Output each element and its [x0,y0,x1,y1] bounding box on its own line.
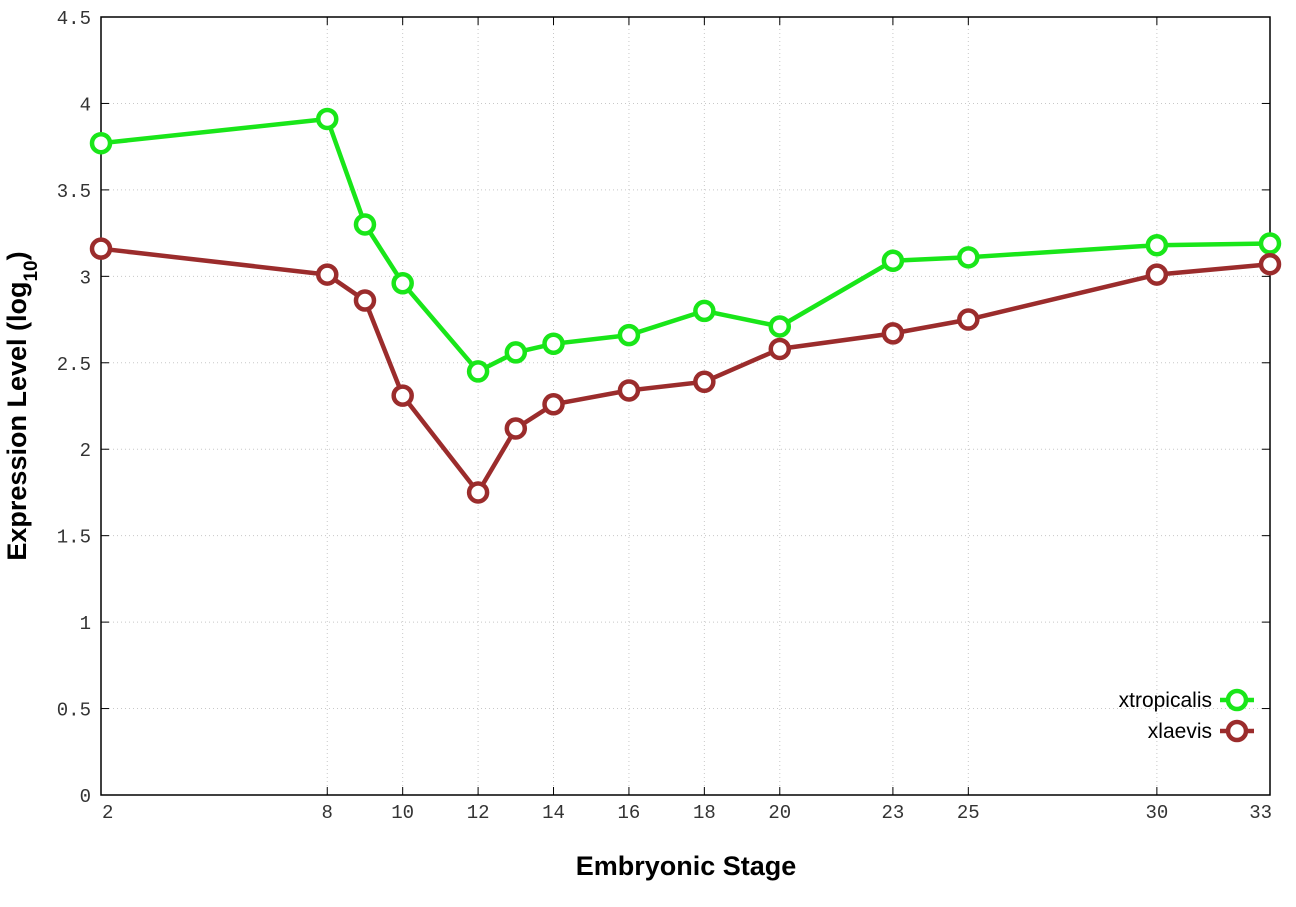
data-point-xtropicalis [391,271,414,295]
y-tick-label: 2.5 [57,354,91,376]
data-point-xtropicalis [316,107,339,131]
y-axis-title-close: ) [2,251,32,260]
x-tick-label: 18 [693,802,716,824]
legend-label-xlaevis: xlaevis [1148,720,1212,743]
plot-frame [100,16,1271,796]
data-point-xlaevis [316,263,339,286]
y-tick-label: 3 [80,267,91,289]
x-tick-label: 25 [957,802,980,824]
x-tick-label: 2 [102,802,113,824]
data-point-xlaevis [353,289,377,312]
data-point-xtropicalis [768,315,792,338]
data-point-xlaevis [1145,263,1169,286]
data-point-xlaevis [1258,252,1282,276]
y-axis-title-main: Expression Level (log [2,282,32,561]
data-point-xtropicalis [617,323,641,347]
data-point-xlaevis [957,308,980,331]
y-tick-label: 4 [80,94,91,116]
data-point-xtropicalis [542,332,565,356]
data-point-xtropicalis [89,131,113,155]
legend: xtropicalis xlaevis [1119,688,1254,743]
data-point-xtropicalis [693,299,716,323]
y-tick-label: 0.5 [57,700,91,722]
series-xtropicalis [89,107,1282,383]
data-point-xlaevis [89,237,113,260]
y-tick-label: 0 [80,786,91,808]
y-tick-label: 4.5 [57,8,91,30]
x-tick-label: 16 [618,802,641,824]
x-tick-label: 33 [1249,802,1272,824]
data-point-xlaevis [617,379,641,402]
x-tick-label: 12 [467,802,490,824]
data-point-xtropicalis [881,249,905,273]
y-axis-title: Expression Level (log10) [2,251,42,560]
series-line-xtropicalis [100,116,1271,374]
y-tick-label: 1.5 [57,527,91,549]
data-point-xtropicalis [504,341,528,364]
series-xlaevis [89,237,1282,504]
y-tick-label: 3.5 [57,181,91,203]
x-tick-label: 10 [391,802,414,824]
legend-label-xtropicalis: xtropicalis [1119,689,1212,712]
data-point-xlaevis [881,322,905,345]
y-tick-label: 2 [80,440,91,462]
legend-marker-xtropicalis [1225,688,1249,712]
series [89,107,1282,504]
legend-item-xlaevis: xlaevis [1148,719,1254,743]
legend-item-xtropicalis: xtropicalis [1119,688,1254,712]
x-tick-label: 20 [768,802,791,824]
data-point-xtropicalis [957,246,980,269]
grid [101,17,1270,795]
y-axis-title-subscript: 10 [21,260,42,281]
series-line-xlaevis [100,246,1271,495]
x-tick-label: 23 [881,802,904,824]
x-tick-label: 30 [1145,802,1168,824]
data-point-xlaevis [466,481,490,504]
data-point-xlaevis [693,370,716,394]
data-point-xtropicalis [466,360,490,383]
data-point-xlaevis [542,393,565,416]
data-point-xtropicalis [1145,233,1169,257]
y-tick-label: 1 [80,613,91,635]
data-point-xlaevis [504,417,528,440]
data-point-xtropicalis [1258,232,1282,255]
data-point-xlaevis [391,384,414,407]
x-tick-label: 8 [322,802,333,824]
ticks: 0 0.5 1 1.5 2 2.5 3 3.5 4 4.5 2 8 10 12 14 16 18 20 23 25 30… [57,8,1272,824]
x-axis-title: Embryonic Stage [576,851,797,881]
data-point-xlaevis [768,337,792,361]
x-tick-label: 14 [542,802,565,824]
data-point-xtropicalis [353,213,377,236]
legend-marker-xlaevis [1225,719,1249,743]
